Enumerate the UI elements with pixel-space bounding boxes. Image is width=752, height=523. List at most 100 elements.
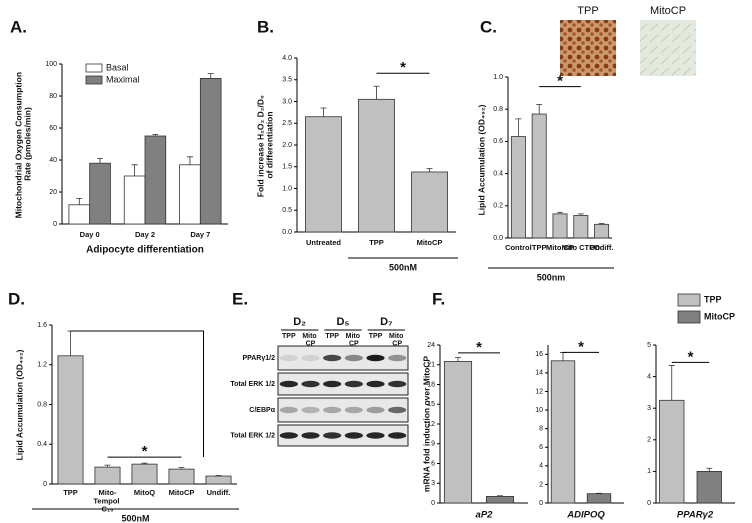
x-tick-label: Mito CTPO xyxy=(562,243,600,252)
y-tick-label: 3 xyxy=(431,480,435,487)
bar xyxy=(696,470,722,504)
y-axis-label: Mitochondrial Oxygen Consumption Rate (p… xyxy=(14,70,33,219)
blot-row-label: Total ERK 1/2 xyxy=(230,381,275,388)
blot-row-label: PPARγ1/2 xyxy=(242,355,275,362)
y-tick-label: 20 xyxy=(49,189,57,196)
bar xyxy=(305,116,342,233)
bar xyxy=(659,399,685,504)
x-tick-label: Undiff. xyxy=(207,488,231,497)
bar xyxy=(89,162,111,225)
y-tick-label: 0 xyxy=(43,481,47,488)
x-axis-label: aP2 xyxy=(476,510,494,521)
y-tick-label: 0.4 xyxy=(493,170,503,177)
x-tick-label: MitoCP xyxy=(417,238,443,247)
y-tick-label: 0 xyxy=(647,500,651,507)
blot-band xyxy=(323,354,342,362)
y-tick-label: 5 xyxy=(647,342,651,349)
bar xyxy=(144,135,167,225)
error-bar xyxy=(320,107,327,117)
error-bar xyxy=(560,352,566,361)
legend-label: Basal xyxy=(106,62,129,72)
error-bar xyxy=(668,365,675,401)
error-bar xyxy=(104,464,111,468)
y-axis-label: Fold increase H₂O₂ D₂/D₀ of differentiat… xyxy=(256,93,275,197)
y-axis-label: mRNA fold induction over MitoCP xyxy=(421,356,431,492)
x-tick-label: TPP xyxy=(63,488,78,497)
bar xyxy=(199,78,222,225)
timepoint-label: D₇ xyxy=(380,316,392,328)
y-tick-label: 12 xyxy=(535,388,543,395)
y-tick-label: 0.8 xyxy=(37,401,47,408)
x-axis-label: PPARγ2 xyxy=(677,510,714,521)
timepoint-label: D₅ xyxy=(337,316,350,328)
bar xyxy=(594,223,610,239)
blot-band xyxy=(388,406,407,414)
blot-band xyxy=(279,406,298,414)
y-tick-label: 4.0 xyxy=(282,55,292,62)
blot-band xyxy=(344,406,363,414)
x-tick-label: TPP xyxy=(532,243,547,252)
error-bar xyxy=(97,158,104,164)
y-tick-label: 60 xyxy=(49,125,57,132)
y-tick-label: 15 xyxy=(427,401,435,408)
error-bar xyxy=(577,213,584,216)
bar xyxy=(411,171,448,233)
blot-band xyxy=(279,432,298,439)
y-tick-label: 0.8 xyxy=(493,106,503,113)
legend-label: MitoCP xyxy=(704,311,735,321)
bar xyxy=(179,164,201,225)
blot-strip xyxy=(277,397,409,423)
y-tick-label: 14 xyxy=(535,370,543,377)
legend-swatch xyxy=(85,63,103,73)
bar xyxy=(552,213,568,239)
blot-band xyxy=(279,380,298,388)
blot-band xyxy=(323,406,342,414)
y-tick-label: 1.6 xyxy=(37,322,47,329)
panel-title: C. xyxy=(480,17,497,36)
y-tick-label: 21 xyxy=(427,362,435,369)
mitocp-stain-image xyxy=(640,20,696,76)
bar xyxy=(205,475,232,485)
legend-label: Maximal xyxy=(106,74,140,84)
blot-strip xyxy=(277,424,409,447)
bar xyxy=(168,468,195,485)
y-tick-label: 0 xyxy=(539,500,543,507)
x-axis-label: ADIPOQ xyxy=(566,510,605,521)
y-tick-label: 3.5 xyxy=(282,77,292,84)
panel-title: D. xyxy=(8,289,25,308)
y-tick-label: 12 xyxy=(427,421,435,428)
y-tick-label: 3.0 xyxy=(282,98,292,105)
significance-star: * xyxy=(142,443,148,460)
blot-band xyxy=(344,354,363,362)
blot-band xyxy=(366,380,385,388)
timepoint-label: D₂ xyxy=(293,316,306,328)
y-tick-label: 0.2 xyxy=(493,203,503,210)
bar xyxy=(57,355,84,485)
y-axis-label: Lipid Accumulation (OD₄₉₂) xyxy=(476,104,486,215)
blot-band xyxy=(366,354,385,362)
x-tick-label: MitoQ xyxy=(134,488,155,497)
bar xyxy=(443,361,473,504)
blot-row-label: Total ERK 1/2 xyxy=(230,432,275,439)
x-tick-label: Day 7 xyxy=(190,230,210,239)
lane-label: Mito CP xyxy=(302,333,318,348)
x-tick-label: MitoCP xyxy=(169,488,195,497)
y-tick-label: 2 xyxy=(539,481,543,488)
panel-title: B. xyxy=(257,17,274,36)
error-bar xyxy=(706,467,713,472)
y-tick-label: 4 xyxy=(539,463,543,470)
error-bar xyxy=(186,156,193,165)
error-bar xyxy=(178,467,185,470)
error-bar xyxy=(131,164,138,176)
comparison-bracket xyxy=(70,330,204,458)
panel-title: A. xyxy=(10,17,27,36)
y-tick-label: 1 xyxy=(647,468,651,475)
error-bar xyxy=(515,118,522,137)
x-tick-label: Undiff. xyxy=(590,243,614,252)
significance-star: * xyxy=(400,59,406,76)
y-tick-label: 40 xyxy=(49,157,57,164)
significance-star: * xyxy=(578,338,584,355)
x-tick-label: Day 2 xyxy=(135,230,155,239)
error-bar xyxy=(497,495,503,497)
